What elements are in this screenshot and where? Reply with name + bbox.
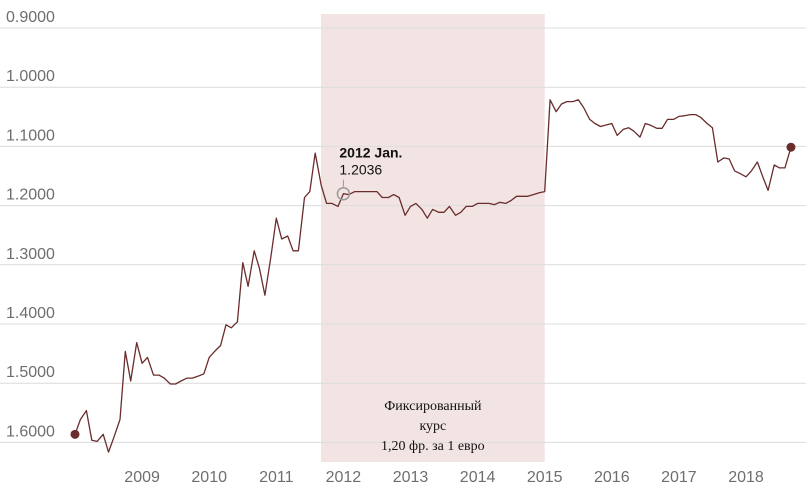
tooltip-value: 1.2036	[339, 162, 382, 178]
series-line	[74, 99, 792, 453]
y-tick-label: 1.2000	[6, 187, 55, 204]
x-tick-label: 2014	[460, 469, 496, 486]
y-tick-label: 1.5000	[6, 364, 55, 381]
band-label-line: 1,20 фр. за 1 евро	[381, 439, 485, 454]
y-tick-label: 1.4000	[6, 305, 55, 322]
y-tick-label: 1.1000	[6, 127, 55, 144]
x-tick-label: 2013	[393, 469, 429, 486]
y-tick-label: 1.3000	[6, 246, 55, 263]
shaded-band-label: Фиксированный курс 1,20 фр. за 1 евро	[381, 399, 485, 454]
band-label-line: курс	[419, 419, 446, 434]
x-axis-ticks: 2009 2010 2011 2012 2013 2014 2015 2016 2017 2018	[124, 469, 764, 486]
tooltip-date: 2012 Jan.	[339, 145, 402, 161]
x-tick-label: 2010	[191, 469, 227, 486]
hover-point-marker[interactable]	[336, 186, 351, 201]
series-end-point	[786, 142, 796, 152]
x-tick-label: 2015	[527, 469, 563, 486]
hover-tooltip: 2012 Jan. 1.2036	[336, 145, 402, 201]
grid-group	[0, 27, 806, 443]
series-group	[70, 99, 796, 453]
series-start-point	[70, 429, 80, 439]
shaded-band-group	[321, 14, 545, 462]
y-axis-ticks: 0.9000 1.0000 1.1000 1.2000 1.3000 1.4000 1.50…	[6, 9, 55, 440]
x-tick-label: 2009	[124, 469, 160, 486]
x-tick-label: 2012	[326, 469, 362, 486]
y-tick-label: 1.6000	[6, 423, 55, 440]
y-tick-label: 0.9000	[6, 9, 55, 26]
x-tick-label: 2017	[661, 469, 697, 486]
x-tick-label: 2016	[594, 469, 630, 486]
y-tick-label: 1.0000	[6, 68, 55, 85]
x-tick-label: 2011	[259, 469, 294, 486]
band-label-line: Фиксированный	[384, 399, 482, 414]
shaded-band	[321, 14, 545, 462]
x-tick-label: 2018	[728, 469, 764, 486]
